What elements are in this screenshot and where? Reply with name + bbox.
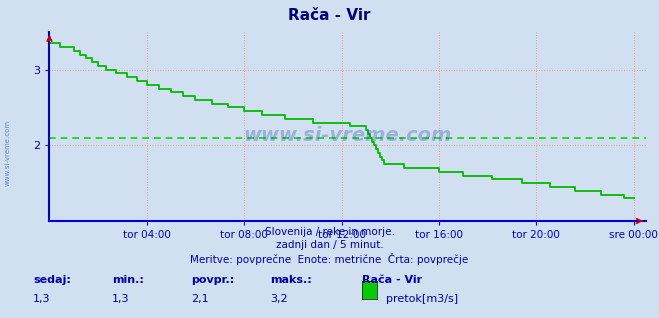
Text: pretok[m3/s]: pretok[m3/s] bbox=[386, 294, 457, 304]
Text: povpr.:: povpr.: bbox=[191, 275, 235, 285]
Text: maks.:: maks.: bbox=[270, 275, 312, 285]
Text: Slovenija / reke in morje.: Slovenija / reke in morje. bbox=[264, 227, 395, 237]
Text: min.:: min.: bbox=[112, 275, 144, 285]
Text: 1,3: 1,3 bbox=[33, 294, 51, 304]
Text: www.si-vreme.com: www.si-vreme.com bbox=[5, 120, 11, 186]
Text: 1,3: 1,3 bbox=[112, 294, 130, 304]
Text: sedaj:: sedaj: bbox=[33, 275, 71, 285]
Text: Meritve: povprečne  Enote: metrične  Črta: povprečje: Meritve: povprečne Enote: metrične Črta:… bbox=[190, 253, 469, 265]
Text: Rača - Vir: Rača - Vir bbox=[288, 8, 371, 23]
Text: zadnji dan / 5 minut.: zadnji dan / 5 minut. bbox=[275, 240, 384, 250]
Text: 2,1: 2,1 bbox=[191, 294, 209, 304]
Text: Rača - Vir: Rača - Vir bbox=[362, 275, 422, 285]
Text: www.si-vreme.com: www.si-vreme.com bbox=[243, 126, 452, 145]
Text: 3,2: 3,2 bbox=[270, 294, 288, 304]
